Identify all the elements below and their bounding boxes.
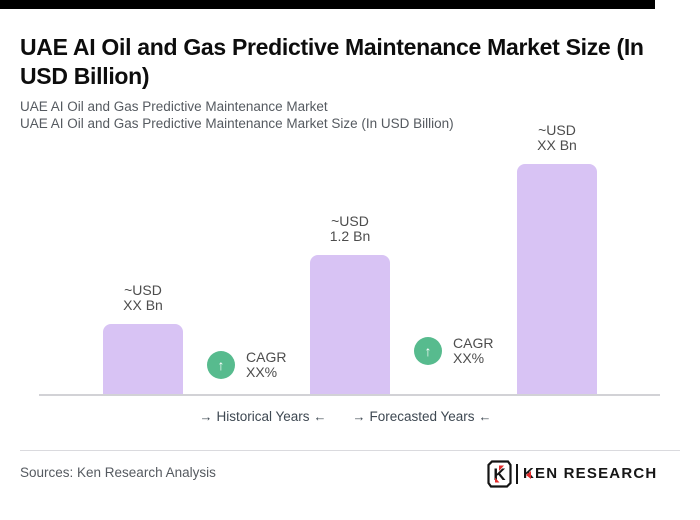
ken-research-logo: K KEN RESEARCH	[487, 460, 657, 488]
logo-emblem: K	[487, 460, 512, 488]
bar-value-line2: 1.2 Bn	[329, 228, 371, 244]
cagr-badge-2: ↑	[414, 337, 442, 365]
right-arrow-icon: →	[199, 409, 213, 424]
cagr-value: XX%	[453, 349, 485, 366]
period-label-text: Forecasted Years	[369, 409, 475, 424]
logo-separator	[516, 464, 518, 484]
right-arrow-icon: →	[352, 409, 366, 424]
bar-value-label: ~USD XX Bn	[78, 283, 208, 313]
historical-years-label: → Historical Years ←	[163, 409, 363, 425]
bar-value-line1: ~USD	[538, 122, 576, 138]
logo-emblem-letter: K	[493, 465, 506, 484]
left-arrow-icon: ←	[478, 409, 492, 424]
x-axis-line	[39, 394, 660, 396]
bar	[517, 164, 597, 395]
top-accent-bar	[0, 0, 655, 9]
bar-value-line2: XX Bn	[123, 297, 163, 313]
bar-group-forecast: ~USD XX Bn	[517, 123, 597, 395]
bar-value-line1: ~USD	[124, 282, 162, 298]
bar-value-line1: ~USD	[331, 213, 369, 229]
subtitle-line-2: UAE AI Oil and Gas Predictive Maintenanc…	[20, 116, 454, 131]
footer-divider	[20, 450, 680, 451]
up-arrow-icon: ↑	[424, 343, 432, 359]
logo-wordmark-text: KEN RESEARCH	[523, 465, 658, 482]
up-arrow-icon: ↑	[217, 357, 225, 373]
left-arrow-icon: ←	[313, 409, 327, 424]
bar	[310, 255, 390, 395]
subtitle-line-1: UAE AI Oil and Gas Predictive Maintenanc…	[20, 99, 328, 114]
sources-text: Sources: Ken Research Analysis	[20, 465, 216, 480]
cagr-label: CAGR	[453, 335, 494, 351]
logo-wordmark: KEN RESEARCH	[523, 460, 657, 488]
page-title: UAE AI Oil and Gas Predictive Maintenanc…	[20, 34, 644, 90]
cagr-text-2: CAGR XX%	[453, 336, 493, 365]
logo-k-red-accent-icon	[526, 471, 531, 479]
bar	[103, 324, 183, 395]
cagr-text-1: CAGR XX%	[246, 350, 286, 379]
bar-value-line2: XX Bn	[537, 137, 577, 153]
cagr-badge-1: ↑	[207, 351, 235, 379]
bar-group-historical-start: ~USD XX Bn	[103, 283, 183, 395]
cagr-label: CAGR	[246, 349, 287, 365]
bar-value-label: ~USD XX Bn	[492, 123, 622, 153]
forecasted-years-label: → Forecasted Years ←	[322, 409, 522, 425]
period-label-text: Historical Years	[216, 409, 310, 424]
cagr-value: XX%	[246, 363, 278, 380]
bar-value-label: ~USD 1.2 Bn	[285, 214, 415, 244]
bar-group-current: ~USD 1.2 Bn	[310, 214, 390, 395]
